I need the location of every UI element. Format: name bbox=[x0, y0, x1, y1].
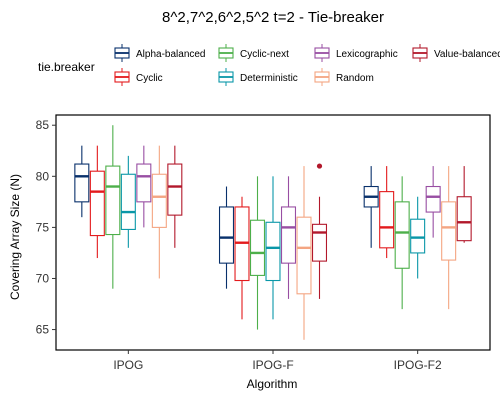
box bbox=[280, 206, 297, 264]
box bbox=[441, 201, 457, 261]
legend-label: Alpha-balanced bbox=[136, 49, 206, 60]
box bbox=[379, 191, 395, 249]
x-axis: IPOG IPOG-F IPOG-F2 bbox=[113, 350, 442, 372]
box bbox=[249, 219, 266, 276]
legend-label: Value-balanced bbox=[434, 49, 500, 60]
box bbox=[394, 201, 410, 269]
box bbox=[74, 163, 90, 203]
legend-item: Alpha-balanced bbox=[114, 44, 206, 62]
y-axis: 65 70 75 80 85 bbox=[36, 118, 56, 337]
series-cyclic-next bbox=[105, 125, 410, 330]
legend-item: Lexicographic bbox=[314, 44, 398, 62]
y-axis-title: Covering Array Size (N) bbox=[8, 174, 22, 300]
box bbox=[218, 206, 235, 264]
x-axis-title: Algorithm bbox=[247, 377, 298, 391]
legend-label: Deterministic bbox=[240, 73, 298, 84]
legend: Alpha-balanced Cyclic Cyclic-next Determini… bbox=[114, 44, 500, 86]
x-tick-label: IPOG bbox=[113, 358, 143, 372]
y-tick-label: 65 bbox=[36, 323, 50, 337]
box bbox=[89, 170, 105, 237]
series-deterministic bbox=[120, 155, 426, 320]
series-cyclic bbox=[89, 145, 395, 320]
y-tick-label: 70 bbox=[36, 271, 50, 285]
legend-item: Value-balanced bbox=[412, 44, 500, 62]
box bbox=[296, 216, 312, 295]
box bbox=[410, 218, 426, 254]
legend-item: Cyclic bbox=[114, 68, 163, 86]
box bbox=[151, 173, 167, 228]
legend-item: Random bbox=[314, 68, 374, 86]
y-tick-label: 85 bbox=[36, 118, 50, 132]
box bbox=[136, 163, 152, 203]
box bbox=[311, 223, 328, 262]
box bbox=[105, 165, 121, 236]
box-series bbox=[74, 125, 472, 340]
series-lexicographic bbox=[136, 145, 441, 299]
legend-label: Lexicographic bbox=[336, 49, 398, 60]
chart-title: 8^2,7^2,6^2,5^2 t=2 - Tie-breaker bbox=[162, 9, 384, 26]
legend-item: Deterministic bbox=[218, 68, 298, 86]
y-tick-label: 80 bbox=[36, 169, 50, 183]
legend-label: Random bbox=[336, 73, 374, 84]
x-tick-label: IPOG-F bbox=[252, 358, 293, 372]
legend-label: Cyclic bbox=[136, 73, 163, 84]
box bbox=[265, 221, 281, 282]
box bbox=[120, 173, 136, 230]
series-alpha-balanced bbox=[74, 145, 379, 289]
legend-title: tie.breaker bbox=[38, 60, 95, 74]
series-random bbox=[151, 145, 457, 340]
series-value-balanced bbox=[167, 145, 472, 299]
legend-item: Cyclic-next bbox=[218, 44, 289, 62]
legend-label: Cyclic-next bbox=[240, 49, 289, 60]
box bbox=[167, 163, 183, 216]
x-tick-label: IPOG-F2 bbox=[394, 358, 442, 372]
y-tick-label: 75 bbox=[36, 220, 50, 234]
outlier-point bbox=[316, 163, 323, 169]
box bbox=[456, 196, 472, 242]
box bbox=[425, 185, 441, 213]
